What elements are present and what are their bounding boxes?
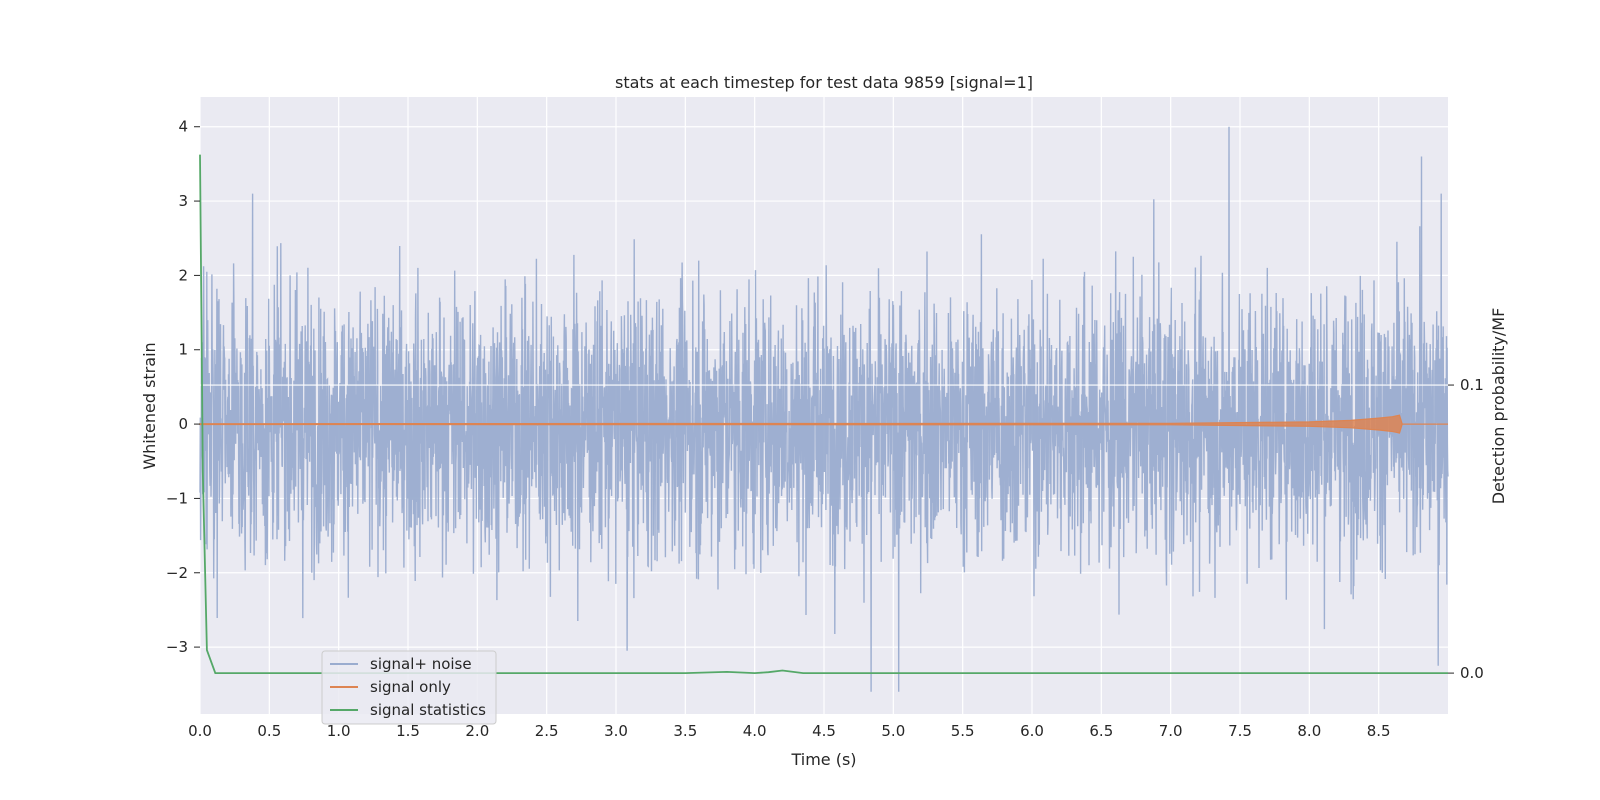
y-right-tick-label: 0.0: [1460, 664, 1484, 682]
x-axis-label: Time (s): [790, 750, 856, 769]
x-tick-label: 8.0: [1297, 722, 1321, 740]
x-tick-label: 8.5: [1367, 722, 1391, 740]
series-signal-statistics: [199, 154, 1448, 675]
legend-label-signal-statistics: signal statistics: [370, 701, 486, 719]
y-axis-label: Whitened strain: [140, 342, 159, 469]
legend-label-signal-only: signal only: [370, 678, 451, 696]
y-tick-label: −1: [166, 489, 188, 507]
x-tick-label: 3.0: [604, 722, 628, 740]
x-tick-label: 5.0: [881, 722, 905, 740]
legend-label-signal-noise: signal+ noise: [370, 655, 472, 673]
y-right-axis-ticks: 0.1 0.0: [1448, 376, 1484, 682]
series-signal-only: [199, 414, 1448, 434]
x-tick-label: 4.5: [812, 722, 836, 740]
y-tick-label: 1: [178, 341, 188, 359]
x-tick-label: 2.5: [535, 722, 559, 740]
signal-noise-line: [199, 126, 1449, 692]
y-axis-ticks: 4 3 2 1 0 −1 −2 −3: [166, 118, 200, 656]
x-tick-label: 0.0: [188, 722, 212, 740]
chart-title: stats at each timestep for test data 985…: [615, 73, 1033, 92]
signal-statistics-line: [199, 154, 1448, 675]
legend-box: [321, 650, 497, 725]
x-tick-label: 3.5: [673, 722, 697, 740]
x-tick-label: 7.0: [1159, 722, 1183, 740]
x-tick-label: 6.5: [1089, 722, 1113, 740]
x-tick-label: 7.5: [1228, 722, 1252, 740]
x-tick-label: 1.5: [396, 722, 420, 740]
x-axis-ticks: 0.0 0.5 1.0 1.5 2.0 2.5 3.0 3.5 4.0 4.5 5.0 5.5 6.0 6…: [188, 722, 1391, 740]
y-tick-label: 2: [178, 266, 188, 284]
y-tick-label: 0: [178, 415, 188, 433]
series-signal-noise: [199, 126, 1449, 692]
x-tick-label: 6.0: [1020, 722, 1044, 740]
y-right-tick-label: 0.1: [1460, 376, 1484, 394]
x-tick-label: 4.0: [743, 722, 767, 740]
y-tick-label: 3: [178, 192, 188, 210]
x-tick-label: 2.0: [465, 722, 489, 740]
legend: signal+ noise signal only signal statist…: [321, 650, 497, 725]
x-tick-label: 0.5: [257, 722, 281, 740]
y-right-axis-label: Detection probability/MF: [1489, 308, 1508, 505]
y-tick-label: −2: [166, 564, 188, 582]
y-tick-label: 4: [178, 118, 188, 136]
y-tick-label: −3: [166, 638, 188, 656]
x-tick-label: 5.5: [951, 722, 975, 740]
x-tick-label: 1.0: [327, 722, 351, 740]
signal-only-line: [199, 414, 1448, 434]
